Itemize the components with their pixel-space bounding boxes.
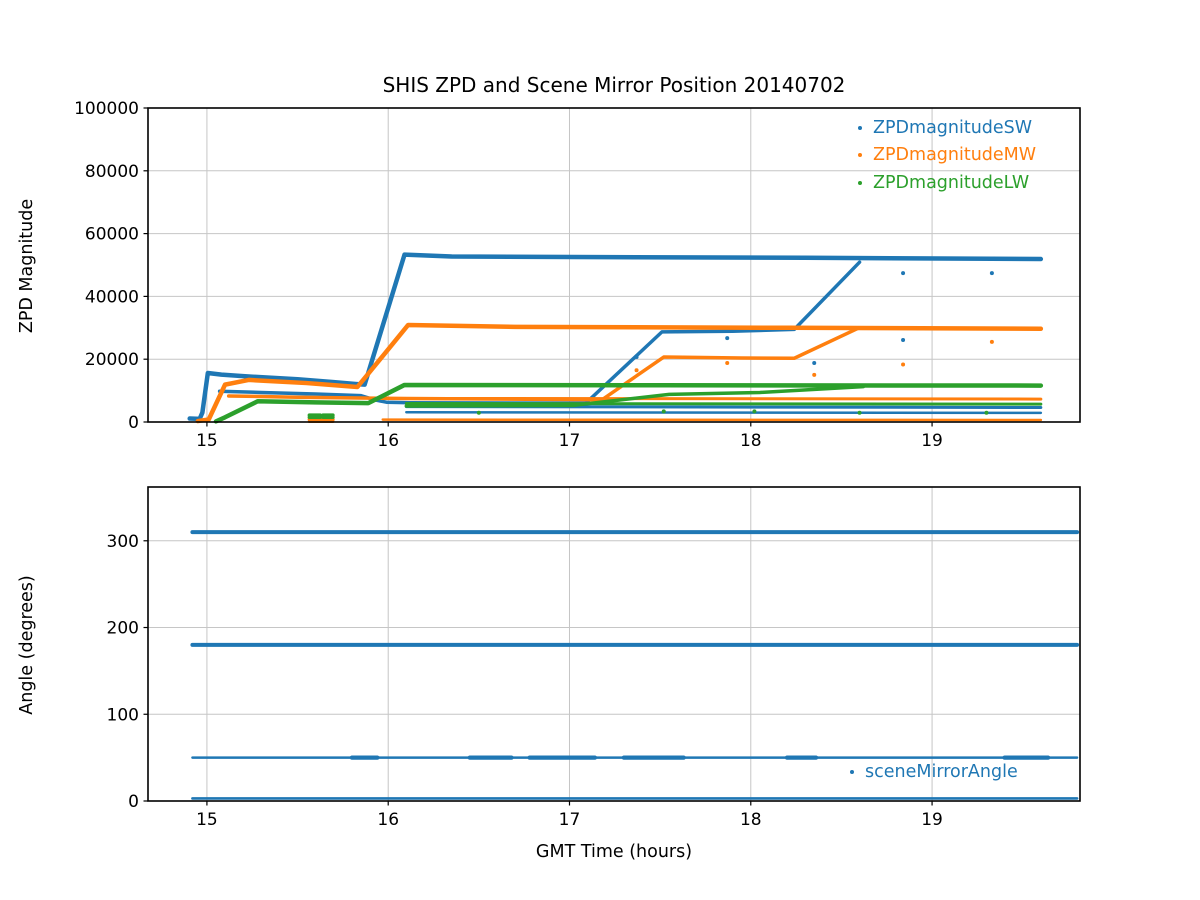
svg-text:60000: 60000: [85, 225, 139, 245]
svg-text:100: 100: [107, 705, 139, 725]
svg-text:80000: 80000: [85, 162, 139, 182]
legend-entry-zpdmagnitudemw: ZPDmagnitudeMW: [852, 142, 1036, 170]
scatter-marker-icon: [858, 180, 862, 185]
svg-text:16: 16: [377, 431, 399, 451]
svg-text:17: 17: [559, 810, 581, 830]
svg-text:300: 300: [107, 532, 139, 552]
legend-label: sceneMirrorAngle: [865, 761, 1018, 782]
svg-text:16: 16: [377, 810, 399, 830]
legend-label: ZPDmagnitudeLW: [873, 172, 1030, 193]
svg-text:20000: 20000: [85, 350, 139, 370]
legend-label: ZPDmagnitudeSW: [873, 117, 1033, 138]
svg-text:0: 0: [128, 413, 139, 433]
svg-text:40000: 40000: [85, 287, 139, 307]
svg-text:18: 18: [740, 810, 762, 830]
svg-text:200: 200: [107, 619, 139, 639]
svg-text:17: 17: [559, 431, 581, 451]
legend-entry-zpdmagnitudelw: ZPDmagnitudeLW: [852, 169, 1036, 197]
legend-entry-scenemirrorangle: sceneMirrorAngle: [844, 758, 1018, 786]
legend-label: ZPDmagnitudeMW: [873, 145, 1037, 166]
scatter-marker-icon: [858, 153, 862, 158]
svg-text:19: 19: [921, 810, 943, 830]
svg-text:18: 18: [740, 431, 762, 451]
scatter-marker-icon: [858, 125, 862, 130]
bottom-legend: sceneMirrorAngle: [844, 758, 1018, 786]
chart-title: SHIS ZPD and Scene Mirror Position 20140…: [382, 73, 846, 97]
top-y-axis-label: ZPD Magnitude: [17, 198, 37, 334]
x-axis-label: GMT Time (hours): [535, 842, 693, 862]
svg-text:15: 15: [196, 431, 218, 451]
svg-text:0: 0: [128, 792, 139, 812]
scatter-marker-icon: [850, 769, 854, 774]
bottom-y-axis-label: Angle (degrees): [17, 575, 37, 715]
top-legend: ZPDmagnitudeSW ZPDmagnitudeMW ZPDmagnitu…: [852, 114, 1036, 197]
svg-text:100000: 100000: [74, 99, 139, 119]
svg-text:15: 15: [196, 810, 218, 830]
legend-entry-zpdmagnitudesw: ZPDmagnitudeSW: [852, 114, 1036, 142]
svg-text:19: 19: [921, 431, 943, 451]
